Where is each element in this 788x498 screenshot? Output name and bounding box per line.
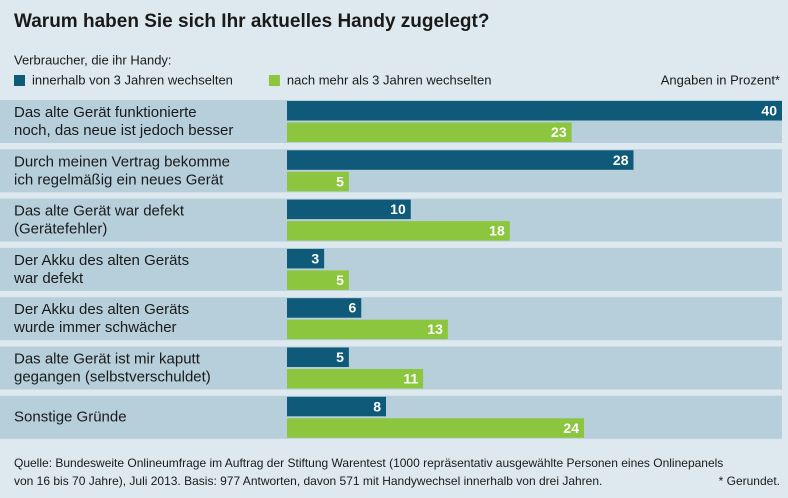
bar (287, 101, 782, 121)
bar (287, 396, 386, 417)
legend-label: nach mehr als 3 Jahren wechselten (287, 72, 492, 87)
bar (287, 298, 362, 318)
subtitle: Verbraucher, die ihr Handy: (14, 52, 172, 67)
bar (287, 369, 424, 389)
legend-swatch (268, 75, 280, 86)
value-label: 24 (563, 420, 579, 436)
value-label: 40 (761, 102, 777, 118)
category-label: Das alte Gerät funktionierte noch, das ne… (14, 104, 233, 139)
category-label: Das alte Gerät war defekt (Gerätefehler) (14, 203, 185, 238)
category-label: Der Akku des alten Geräts wurde immer sch… (13, 301, 189, 336)
value-label: 5 (336, 173, 344, 189)
bar (287, 248, 325, 269)
row-band (0, 247, 782, 291)
bar (287, 319, 448, 340)
value-label: 6 (348, 300, 356, 316)
value-label: 8 (373, 398, 381, 414)
category-label: Der Akku des alten Geräts war defekt (13, 252, 189, 287)
category-label: Das alte Gerät ist mir kaputt gegangen (s… (14, 350, 211, 385)
category-label: Durch meinen Vertrag bekomme ich regelmäß… (14, 153, 230, 188)
value-label: 5 (336, 349, 344, 365)
value-label: 10 (390, 201, 406, 217)
value-label: 5 (336, 272, 344, 288)
value-label: 11 (403, 370, 418, 386)
bar (287, 347, 349, 367)
bar (287, 221, 510, 241)
legend-label: innerhalb von 3 Jahren wechselten (32, 72, 233, 87)
value-label: 23 (551, 124, 567, 140)
legend-swatch (14, 75, 25, 86)
source-note: Quelle: Bundesweite Onlineumfrage im Auf… (14, 456, 723, 488)
bar (287, 418, 584, 438)
category-label: Sonstige Gründe (14, 408, 127, 425)
bar (287, 270, 349, 290)
value-label: 28 (613, 152, 629, 168)
value-label: 18 (489, 223, 505, 239)
bar (287, 171, 349, 192)
bar (287, 150, 634, 170)
footnote: * Gerundet. (719, 474, 780, 488)
value-label: 13 (427, 321, 443, 337)
bar (287, 122, 572, 142)
bar (287, 199, 411, 220)
unit-note: Angaben in Prozent* (661, 72, 780, 87)
value-label: 3 (311, 250, 319, 266)
chart-title: Warum haben Sie sich Ihr aktuelles Handy… (14, 11, 489, 32)
